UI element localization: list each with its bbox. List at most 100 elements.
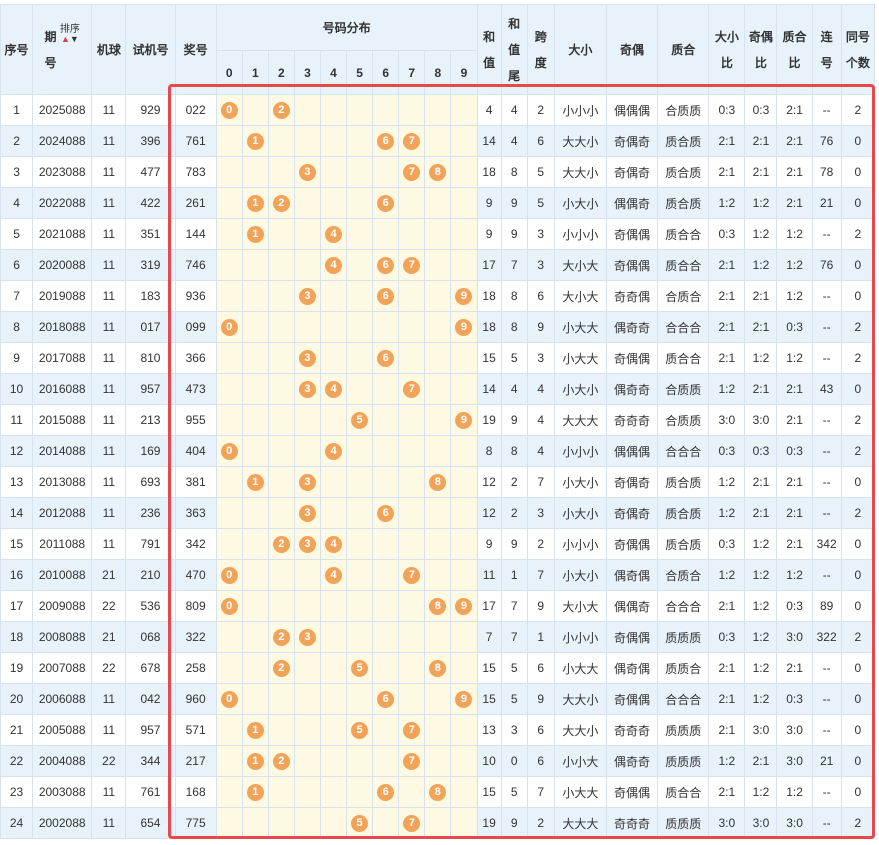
dist-cell xyxy=(241,807,269,839)
row-trial: 761 xyxy=(125,776,176,808)
row-prime-ratio: 1:2 xyxy=(776,776,813,808)
dist-cell xyxy=(215,621,243,653)
row-size-ratio: 2:1 xyxy=(708,342,746,374)
table-row: 22 2004088 22 344 217 1 2 7 10 0 6 小小大 偶奇奇 质质质 1:2 2:1 3… xyxy=(0,745,876,777)
row-period: 2002088 xyxy=(32,807,93,839)
row-seq: 1 xyxy=(0,94,34,126)
digit-ball: 5 xyxy=(351,411,369,429)
dist-cell xyxy=(241,683,269,715)
dist-cell xyxy=(319,497,348,529)
header-digit: 1 xyxy=(241,50,269,95)
row-prize: 342 xyxy=(174,528,217,560)
dist-cell: 6 xyxy=(372,280,400,312)
dist-cell: 2 xyxy=(267,94,295,126)
dist-cell: 9 xyxy=(450,280,478,312)
row-span: 7 xyxy=(526,559,555,591)
digit-ball: 7 xyxy=(403,721,421,739)
dist-cell xyxy=(372,652,400,684)
dist-cell xyxy=(424,94,452,126)
row-prize: 470 xyxy=(174,559,217,591)
row-prime-ratio: 2:1 xyxy=(776,125,813,157)
row-trial: 654 xyxy=(125,807,176,839)
row-prime-ratio: 1:2 xyxy=(776,280,813,312)
row-prime: 质质合 xyxy=(657,652,710,684)
table-row: 18 2008088 21 068 322 2 3 7 7 1 小小小 奇偶偶 质质质 0:3 1:2 3:0… xyxy=(0,621,876,653)
row-size: 小小小 xyxy=(553,621,607,653)
dist-cell xyxy=(215,373,243,405)
dist-cell xyxy=(215,528,243,560)
header-prime: 质合 xyxy=(657,4,710,95)
row-parity-ratio: 2:1 xyxy=(744,373,778,405)
row-period: 2007088 xyxy=(32,652,93,684)
digit-ball: 7 xyxy=(403,380,421,398)
row-size-ratio: 2:1 xyxy=(708,249,746,281)
row-prime: 合质质 xyxy=(657,373,710,405)
row-size: 小大大 xyxy=(553,652,607,684)
row-same-count: 0 xyxy=(840,249,876,281)
row-parity: 奇偶偶 xyxy=(605,621,659,653)
row-parity-ratio: 1:2 xyxy=(744,621,778,653)
row-same-count: 0 xyxy=(840,528,876,560)
row-size: 小小小 xyxy=(553,435,607,467)
header-consecutive: 连号 xyxy=(811,4,842,95)
row-same-count: 0 xyxy=(840,373,876,405)
digit-ball: 3 xyxy=(298,287,316,305)
dist-cell: 7 xyxy=(398,249,426,281)
dist-cell: 9 xyxy=(450,683,478,715)
digit-ball: 4 xyxy=(325,256,343,274)
row-period: 2024088 xyxy=(32,125,93,157)
dist-cell xyxy=(293,745,321,777)
row-sum: 19 xyxy=(476,404,502,436)
row-sum: 18 xyxy=(476,280,502,312)
row-prize: 261 xyxy=(174,187,217,219)
row-sum: 13 xyxy=(476,714,502,746)
row-size: 小大小 xyxy=(553,559,607,591)
header-period[interactable]: 期 号 排序 ▲▼ xyxy=(32,4,93,95)
dist-cell xyxy=(267,714,295,746)
dist-cell xyxy=(398,776,426,808)
row-size: 大大小 xyxy=(553,714,607,746)
row-prime-ratio: 0:3 xyxy=(776,590,813,622)
dist-cell xyxy=(215,652,243,684)
row-same-count: 2 xyxy=(840,404,876,436)
digit-ball: 8 xyxy=(429,783,447,801)
row-seq: 6 xyxy=(0,249,34,281)
digit-ball: 9 xyxy=(455,411,473,429)
row-sum: 8 xyxy=(476,435,502,467)
header-trial: 试机号 xyxy=(125,4,176,95)
dist-cell: 3 xyxy=(293,342,321,374)
row-consecutive: 342 xyxy=(811,528,842,560)
row-sum: 12 xyxy=(476,497,502,529)
row-prize: 144 xyxy=(174,218,217,250)
dist-cell xyxy=(372,528,400,560)
dist-cell xyxy=(424,404,452,436)
row-prime-ratio: 2:1 xyxy=(776,466,813,498)
row-machine: 11 xyxy=(91,187,127,219)
dist-cell: 5 xyxy=(346,714,374,746)
dist-cell xyxy=(215,218,243,250)
row-size: 大小大 xyxy=(553,590,607,622)
row-span: 5 xyxy=(526,156,555,188)
row-prime: 合质质 xyxy=(657,404,710,436)
row-machine: 11 xyxy=(91,342,127,374)
header-period-line1: 期 xyxy=(44,29,57,44)
sort-toggle[interactable]: 排序 ▲▼ xyxy=(60,24,80,44)
row-sum-tail: 2 xyxy=(500,466,528,498)
row-parity-ratio: 1:2 xyxy=(744,249,778,281)
row-prime-ratio: 2:1 xyxy=(776,373,813,405)
header-digit: 8 xyxy=(424,50,452,95)
table-row: 24 2002088 11 654 775 5 7 19 9 2 大大大 奇奇奇 质质质 3:0 3:0 3:… xyxy=(0,807,876,839)
dist-cell xyxy=(398,342,426,374)
dist-cell xyxy=(346,776,374,808)
row-sum: 18 xyxy=(476,311,502,343)
dist-cell: 1 xyxy=(241,745,269,777)
row-trial: 068 xyxy=(125,621,176,653)
row-span: 5 xyxy=(526,187,555,219)
row-trial: 213 xyxy=(125,404,176,436)
row-parity-ratio: 1:2 xyxy=(744,776,778,808)
row-seq: 12 xyxy=(0,435,34,467)
digit-ball: 0 xyxy=(220,442,238,460)
dist-cell xyxy=(450,621,478,653)
header-same-count: 同号 个数 xyxy=(840,4,876,95)
row-prime: 质质质 xyxy=(657,621,710,653)
